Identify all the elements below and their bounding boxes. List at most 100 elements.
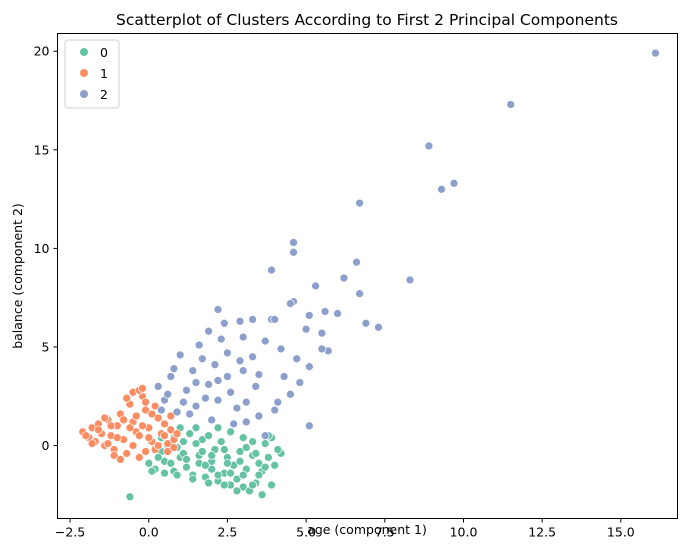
data-point [289,247,298,257]
data-point [235,356,245,366]
data-point [153,382,163,391]
data-point [201,460,210,470]
y-tick-label: 0 [42,438,50,453]
legend-item-0: 0 [80,45,108,60]
data-point [191,439,201,448]
data-point [157,405,166,415]
data-point [238,332,248,342]
data-point [197,354,207,364]
y-axis-label: balance (component 2) [10,203,25,349]
data-point [197,447,207,456]
points-layer [78,48,660,502]
series-2 [153,48,660,441]
data-point [191,423,201,433]
legend-marker-1 [80,69,88,77]
data-point [134,453,144,462]
data-point [238,482,248,492]
y-axis: 0 5 10 15 20 [34,44,58,453]
data-point [131,411,141,421]
data-point [292,354,302,364]
data-point [144,433,154,443]
data-point [204,380,213,389]
data-point [134,431,144,441]
data-point [179,397,188,407]
data-point [241,397,251,407]
data-point [94,425,103,435]
data-point [219,318,229,328]
data-point [138,421,147,431]
x-axis-label: age (component 1) [307,522,427,537]
data-point [185,409,195,419]
data-point [333,309,342,318]
data-point [87,439,97,448]
data-point [109,451,119,460]
data-point [197,435,207,444]
data-point [103,439,113,448]
data-point [213,395,223,405]
data-point [191,378,201,387]
data-point [188,474,198,484]
data-point [238,366,248,375]
data-point [270,460,280,470]
data-point [182,455,191,464]
data-point [289,238,298,247]
data-point [374,322,383,332]
data-point [147,466,157,476]
data-point [150,401,160,411]
data-point [424,141,434,151]
data-point [160,431,169,441]
data-point [304,311,314,320]
data-point [267,480,276,490]
data-point [172,470,182,480]
data-point [166,425,176,435]
data-point [317,344,327,354]
data-point [141,397,150,407]
data-point [235,456,245,466]
data-point [100,413,110,423]
data-point [122,393,132,403]
x-tick-label: 2.5 [218,525,238,540]
data-point [128,441,138,450]
data-point [182,385,191,395]
legend-item-2: 2 [80,87,108,102]
x-tick-label: 15.0 [607,525,635,540]
data-point [260,439,270,448]
data-point [219,480,229,490]
data-point [213,423,223,433]
data-point [125,492,135,502]
data-point [235,316,245,326]
legend-frame [64,39,120,109]
data-point [210,360,220,370]
data-point [207,415,217,425]
data-point [286,389,295,399]
data-point [216,437,226,446]
data-point [116,455,125,464]
data-point [160,419,169,429]
data-point [264,453,273,462]
data-point [144,458,154,468]
legend-label-2: 2 [100,87,108,102]
data-point [355,289,364,299]
data-point [248,315,257,324]
data-point [188,366,198,375]
data-point [437,184,446,194]
chart-title: Scatterplot of Clusters According to Fir… [116,11,618,29]
data-point [238,433,248,443]
data-point [238,470,248,480]
x-tick-label: 12.5 [528,525,556,540]
data-point [223,458,232,468]
y-tick-label: 5 [42,339,50,354]
data-point [182,462,191,472]
data-point [254,458,264,468]
x-tick-label: −2.5 [55,525,85,540]
data-point [248,352,257,362]
y-tick-label: 20 [34,44,50,59]
data-point [304,362,314,372]
data-point [153,413,163,423]
data-point [235,447,245,456]
data-point [248,437,257,446]
data-point [301,324,311,334]
data-point [166,372,176,381]
data-point [169,364,179,374]
